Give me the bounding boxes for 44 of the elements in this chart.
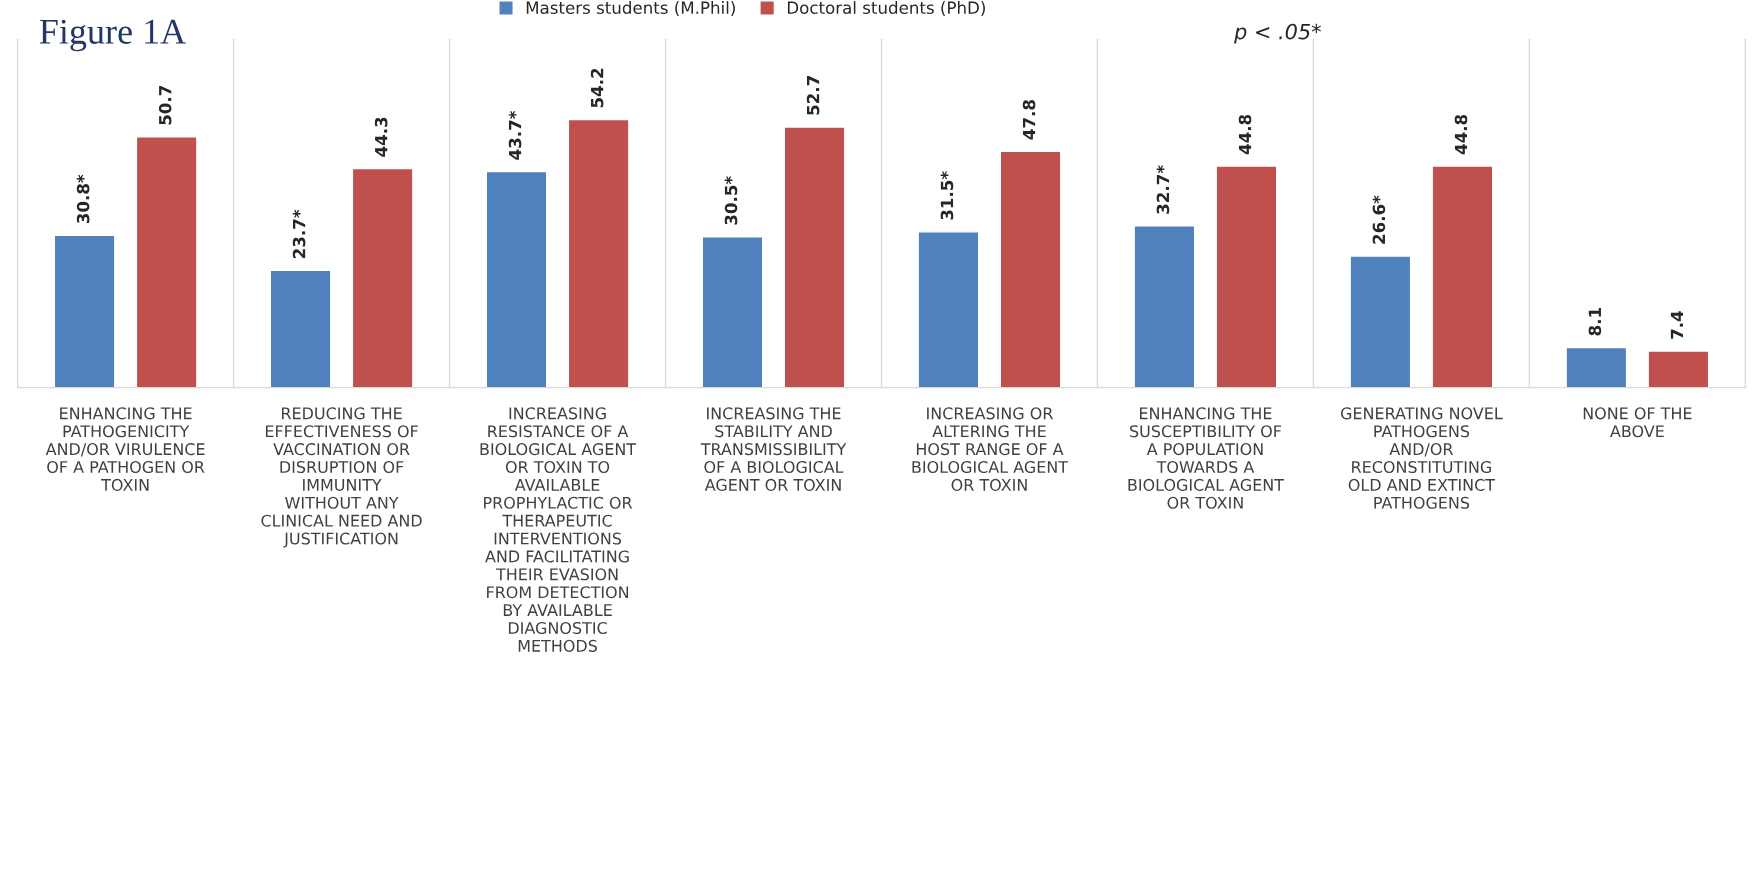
bar — [135, 136, 198, 388]
bar — [1349, 255, 1412, 388]
bar — [783, 126, 846, 388]
data-label: 44.3 — [374, 117, 388, 157]
bar — [567, 118, 630, 388]
x-tick-label: INCREASING THE STABILITY AND TRANSMISSIBILITY OF A BIOLOGICAL AGENT OR TOXIN — [700, 407, 847, 491]
data-label: 26.6* — [1372, 195, 1386, 244]
bar — [917, 231, 980, 388]
data-label: 43.7* — [508, 110, 522, 160]
data-label: 30.5* — [724, 176, 738, 225]
x-tick-label: ENHANCING THE PATHOGENICITY AND/OR VIRULENCE OF A PATHOGEN OR TOXIN — [45, 407, 205, 491]
bar — [701, 236, 764, 388]
data-label: 44.8 — [1238, 114, 1252, 155]
data-label: 52.7 — [806, 76, 820, 115]
x-tick-label: REDUCING THE EFFECTIVENESS OF VACCINATION OR DISRUPTION OF IMMUNITY WITHOUT ANY CLINICAL NEED AND JUSTIFICATION — [261, 407, 422, 548]
data-label: 47.8 — [1022, 100, 1036, 140]
bar — [269, 269, 332, 388]
bar — [999, 150, 1062, 388]
data-label: 44.8 — [1454, 114, 1468, 155]
legend-label: Doctoral students (PhD) — [787, 1, 985, 16]
x-tick-label: GENERATING NOVEL PATHOGENS AND/OR RECONSTITUTING OLD AND EXTINCT PATHOGENS — [1340, 407, 1503, 509]
bar — [1565, 346, 1628, 388]
x-tick-label: NONE OF THE ABOVE — [1583, 407, 1692, 438]
bar — [1431, 165, 1494, 388]
data-label: 32.7* — [1156, 165, 1170, 214]
bar — [1215, 165, 1278, 388]
bar — [53, 234, 116, 388]
x-tick-label: INCREASING OR ALTERING THE HOST RANGE OF A BIOLOGICAL AGENT OR TOXIN — [912, 407, 1069, 491]
data-label: 31.5* — [940, 171, 954, 220]
chart-title: Figure 1A — [39, 19, 186, 52]
data-label: 30.8* — [76, 174, 90, 224]
bar — [1133, 225, 1196, 388]
data-label: 54.2 — [590, 68, 604, 108]
data-label: 23.7* — [292, 209, 306, 258]
bar — [351, 167, 414, 388]
bar — [1647, 350, 1710, 388]
category-label: INCREASING RESISTANCE OF A BIOLOGICAL AGENT OR TOXIN TO AVAILABLE PROPHYLACTIC OR THERAPEUTIC INTERVENTIONS AND FACILITATING THEIR EVASION FROM DETECTION BY AVAILABLE DIAGNOSTIC METHODS — [480, 407, 637, 652]
data-label: 8.1 — [1588, 308, 1602, 336]
bar — [485, 170, 548, 388]
data-label: 50.7 — [158, 85, 172, 125]
data-label: 7.4 — [1670, 311, 1684, 339]
legend-label: Masters students (M.Phil) — [526, 1, 735, 16]
text: p < .05* — [1234, 23, 1321, 44]
x-tick-label: ENHANCING THE SUSCEPTIBILITY OF A POPULATION TOWARDS A BIOLOGICAL AGENT OR TOXIN — [1128, 407, 1285, 509]
